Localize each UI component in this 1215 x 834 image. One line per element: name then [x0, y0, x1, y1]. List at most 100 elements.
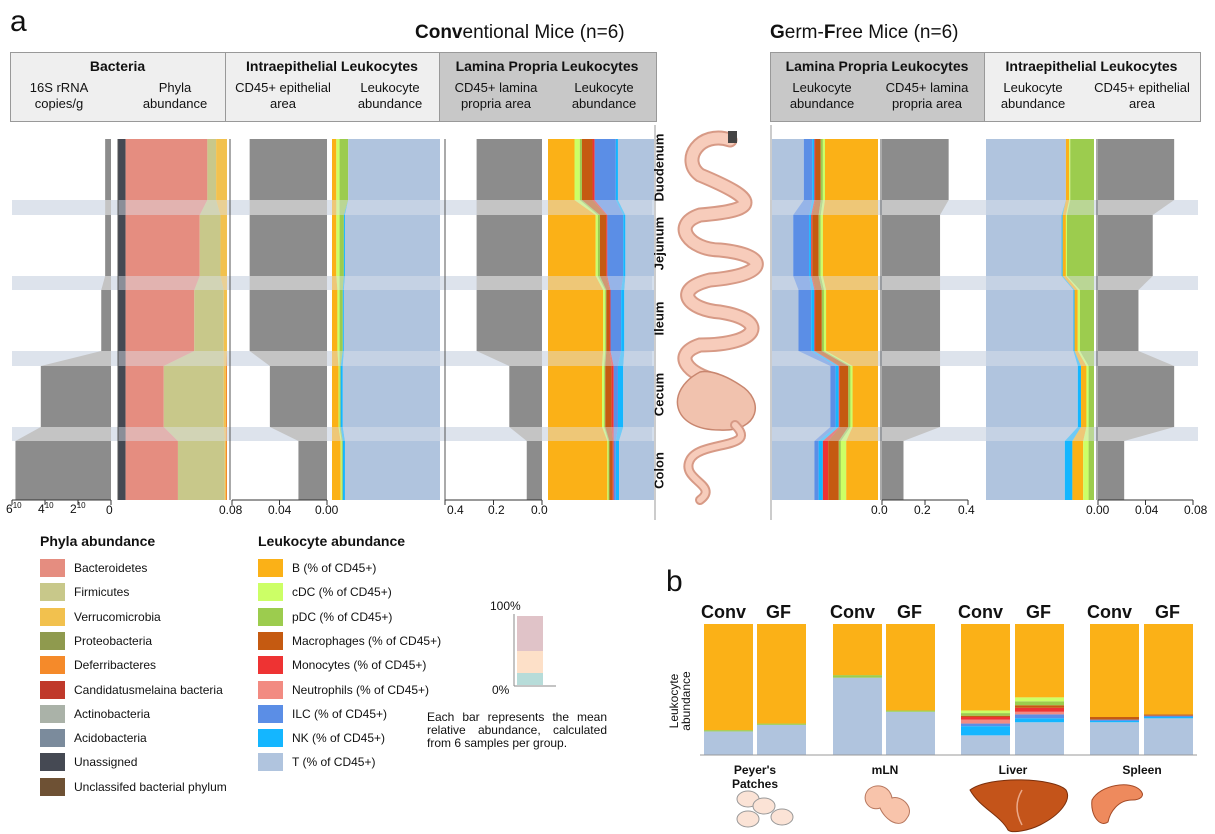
- legend-leuko-swatch: [258, 607, 283, 626]
- phyla-abundance-bar: [118, 215, 126, 276]
- legend-leuko-item: NK (% of CD45+): [258, 727, 385, 749]
- iel-abund-gf-bar: [986, 290, 1074, 351]
- b-head-spleen-gf: GF: [1155, 602, 1180, 622]
- legend-phyla-item: Proteobacteria: [40, 630, 152, 652]
- lp-abund-gf-flow: [826, 351, 878, 366]
- panel-b-bar-segment: [1015, 711, 1064, 715]
- lp-abund-gf-flow: [828, 427, 849, 441]
- lp-area-gf-bar: [882, 139, 949, 200]
- iel-abund-gf-flow: [1065, 200, 1071, 215]
- mini-bar-top: [517, 616, 543, 651]
- lp-abund-conv-bar: [548, 139, 575, 200]
- legend-leuko-swatch: [258, 704, 283, 723]
- panel-b-bar-segment: [961, 717, 1010, 720]
- lp-area-conv-flow: [476, 200, 542, 215]
- mini-bar-100-label: 100%: [490, 599, 521, 613]
- legend-leuko-item: Macrophages (% of CD45+): [258, 630, 441, 652]
- lp-abund-conv-flow: [617, 351, 625, 366]
- iel-abund-conv-bar: [339, 139, 349, 200]
- phyla-abundance-bar: [225, 441, 227, 500]
- header-bacteria-sub2: Phyla abundance: [142, 80, 208, 111]
- iel-abund-conv-flow: [336, 200, 340, 215]
- conventional-title: Conventional Mice (n=6): [415, 22, 625, 44]
- iel-abund-conv-bar: [339, 215, 344, 276]
- lp-area-gf-flow: [882, 427, 941, 441]
- b-head-mln-gf: GF: [897, 602, 922, 622]
- legend-leuko-title: Leukocyte abundance: [258, 533, 406, 549]
- tick-lp-conv-00: 0.0: [531, 503, 548, 517]
- rrna-copies-flow: [105, 200, 111, 215]
- iel-abund-gf-flow: [1061, 200, 1066, 215]
- tick-rrna-4-exp: 10: [44, 501, 54, 510]
- lp-abund-conv-flow: [602, 427, 609, 441]
- lp-abund-gf-flow: [809, 200, 815, 215]
- lp-abund-gf-flow: [814, 427, 836, 441]
- phyla-abundance-bar: [125, 441, 178, 500]
- panel-b-bar-segment: [1015, 718, 1064, 723]
- peyers-patch-icon: [770, 808, 794, 826]
- lp-abund-conv-bar: [607, 215, 624, 276]
- lp-abund-gf-bar: [823, 290, 827, 351]
- lp-area-conv-flow: [476, 276, 542, 290]
- organ-label-liver: Liver: [998, 763, 1028, 777]
- iel-abund-gf-flow: [1067, 200, 1094, 215]
- conventional-title-bold: Conv: [415, 22, 463, 43]
- tick-iel-gf-004: 0.04: [1135, 503, 1159, 517]
- phyla-abundance-flow: [125, 427, 178, 441]
- lp-abund-gf-bar: [803, 139, 813, 200]
- peyers-patch-icon: [736, 810, 760, 828]
- lp-abund-conv-bar: [607, 441, 609, 500]
- lp-abund-conv-bar: [612, 441, 614, 500]
- lp-abund-conv-bar: [625, 215, 654, 276]
- rrna-copies-flow: [15, 427, 112, 441]
- iel-abund-conv-flow: [340, 427, 345, 441]
- legend-leuko-item: cDC (% of CD45+): [258, 581, 392, 603]
- phyla-abundance-bar: [225, 366, 227, 427]
- lp-abund-gf-bar: [848, 366, 851, 427]
- phyla-abundance-bar: [224, 441, 226, 500]
- iel-abund-gf-flow: [1079, 351, 1094, 366]
- panel-b-bar-segment: [961, 713, 1010, 716]
- lp-abund-conv-flow: [574, 200, 598, 215]
- lp-abund-conv-bar: [606, 215, 608, 276]
- germfree-title-ree: ree Mice (n=6): [835, 22, 959, 43]
- lp-abund-conv-flow: [604, 351, 607, 366]
- lp-abund-gf-bar: [772, 290, 799, 351]
- lp-abund-gf-bar: [772, 366, 831, 427]
- lp-abund-gf-flow: [772, 351, 831, 366]
- phyla-abundance-flow: [118, 200, 126, 215]
- panel-b-bar-segment: [1144, 715, 1193, 718]
- lp-abund-conv-bar: [613, 366, 618, 427]
- panel-b-bar-segment: [757, 723, 806, 725]
- legend-phyla-item: Deferribacteres: [40, 654, 156, 676]
- lp-abund-gf-flow: [798, 351, 836, 366]
- lp-abund-gf-flow: [811, 351, 839, 366]
- header-iel-conv: [225, 52, 441, 122]
- phyla-abundance-bar: [125, 215, 200, 276]
- germfree-title-erm: erm-: [784, 22, 824, 43]
- iel-abund-gf-flow: [986, 276, 1074, 290]
- legend-phyla-label: Firmicutes: [74, 585, 130, 600]
- legend-phyla-label: Verrucomicrobia: [74, 609, 161, 624]
- panel-b-bar-segment: [961, 624, 1010, 711]
- panel-b-bar-segment: [833, 675, 882, 678]
- lp-abund-gf-bar: [818, 215, 821, 276]
- iel-abund-gf-flow: [1074, 351, 1087, 366]
- lp-abund-gf-flow: [846, 427, 878, 441]
- phyla-abundance-flow: [220, 276, 227, 290]
- legend-phyla-label: Unclassifed bacterial phylum: [74, 779, 227, 794]
- lp-abund-conv-flow: [607, 276, 624, 290]
- iel-abund-conv-bar: [332, 290, 338, 351]
- lp-abund-conv-bar: [615, 139, 618, 200]
- panel-b-ylabel-line2: abundance: [679, 671, 693, 731]
- phyla-abundance-flow: [223, 427, 226, 441]
- tick-rrna-2: 210: [70, 501, 86, 516]
- iel-abund-conv-bar: [339, 366, 341, 427]
- lp-abund-conv-bar: [623, 215, 626, 276]
- lp-abund-gf-bar: [820, 139, 823, 200]
- iel-abund-conv-bar: [332, 366, 339, 427]
- iel-abund-conv-flow: [332, 200, 337, 215]
- legend-phyla-label: Candidatusmelaina bacteria: [74, 682, 223, 697]
- colon-icon: [685, 422, 745, 503]
- header-lp-gf-sub1: Leukocyte abundance: [789, 80, 855, 111]
